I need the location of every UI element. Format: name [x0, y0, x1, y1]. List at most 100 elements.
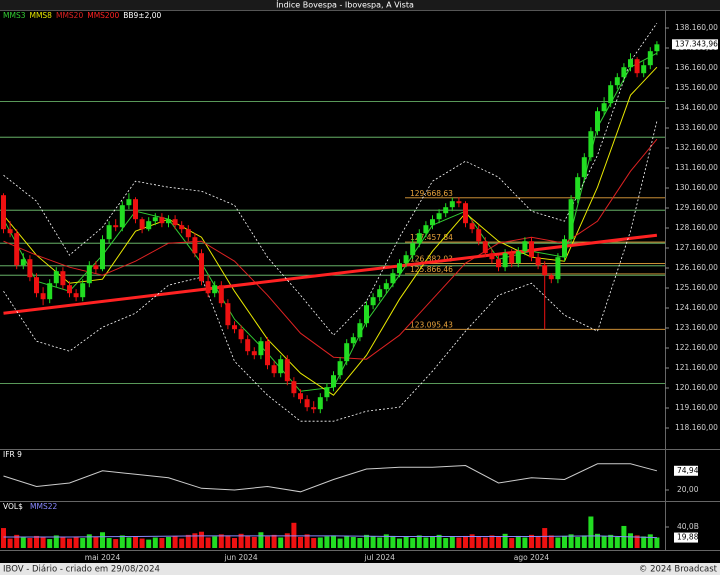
y-tick-label: 134.160,00	[675, 103, 718, 112]
candle-body	[601, 103, 607, 112]
candle-body	[311, 407, 317, 410]
volume-bar	[595, 533, 600, 548]
volume-bar	[232, 538, 237, 548]
y-tick-label: 40,0B	[677, 522, 699, 531]
candle-body	[67, 285, 72, 294]
volume-bar	[403, 536, 409, 548]
last-value-label: 19,88	[677, 533, 699, 542]
level-label: 127.457,84	[410, 233, 453, 242]
candle-body	[390, 273, 396, 284]
volume-bar	[390, 535, 396, 548]
level-label: 126.382,03	[410, 255, 453, 264]
candle-body	[86, 265, 92, 284]
candle-body	[40, 293, 46, 300]
candle-body	[139, 219, 145, 230]
candle-body	[542, 265, 548, 276]
y-tick-label: 128.160,00	[675, 223, 718, 232]
volume-bar	[218, 534, 224, 548]
moving-average	[3, 66, 658, 396]
volume-bar	[304, 534, 310, 548]
candle-body	[14, 233, 20, 266]
x-tick-label: ago 2024	[514, 553, 550, 562]
panel-title: VOL$	[3, 502, 23, 511]
volume-bar	[159, 538, 165, 548]
candle-body	[291, 381, 297, 394]
candle-body	[436, 213, 442, 220]
candle-body	[370, 297, 376, 306]
volume-bar	[1, 528, 6, 548]
volume-bar	[423, 537, 429, 548]
candle-body	[27, 259, 33, 278]
volume-bar	[199, 531, 204, 548]
legend-entry: MMS20	[56, 11, 83, 20]
volume-bar	[238, 533, 244, 548]
candle-body	[515, 251, 521, 264]
volume-bar	[641, 536, 647, 548]
y-tick-label: 20,00	[677, 485, 699, 494]
volume-bar	[212, 536, 218, 548]
volume-bar	[192, 533, 198, 548]
candle-body	[331, 375, 336, 388]
candle-body	[562, 239, 567, 258]
candle-body	[1, 195, 6, 230]
volume-bar	[581, 535, 587, 548]
candle-body	[185, 229, 191, 238]
candle-body	[595, 111, 600, 132]
level-label: 123.095,43	[410, 320, 453, 329]
candle-body	[218, 285, 224, 304]
volume-bar	[515, 535, 521, 548]
x-tick-label: jun 2024	[224, 553, 258, 562]
candle-body	[535, 257, 541, 266]
volume-bar	[47, 539, 53, 548]
volume-bar	[245, 535, 251, 548]
candle-body	[119, 205, 125, 228]
volume-bar	[377, 537, 383, 548]
volume-bar	[548, 535, 554, 548]
y-tick-label: 122.160,00	[675, 343, 718, 352]
footer-bar	[0, 563, 720, 575]
candle-body	[317, 397, 323, 410]
volume-bar	[542, 528, 548, 548]
candle-body	[113, 225, 119, 228]
volume-bar	[357, 538, 363, 548]
candle-body	[548, 275, 554, 280]
candle-body	[634, 59, 640, 74]
volume-bar	[205, 537, 211, 548]
volume-bar	[258, 532, 264, 548]
volume-bar	[529, 534, 534, 548]
candle-body	[456, 201, 462, 204]
volume-bar	[100, 532, 105, 548]
candle-body	[575, 177, 581, 200]
volume-bar	[608, 534, 614, 548]
volume-bar	[364, 534, 369, 548]
volume-bar	[172, 535, 178, 548]
volume-bar	[522, 537, 528, 548]
y-tick-label: 133.160,00	[675, 123, 718, 132]
candle-body	[324, 387, 330, 398]
candle-body	[502, 253, 508, 268]
y-tick-label: 136.160,00	[675, 63, 718, 72]
candle-body	[298, 393, 303, 400]
bollinger-band	[3, 121, 658, 422]
candle-body	[496, 259, 501, 268]
y-tick-label: 130.160,00	[675, 183, 718, 192]
candle-body	[476, 229, 482, 242]
candle-body	[258, 341, 264, 356]
legend-entry: BB9±2,00	[123, 11, 161, 20]
candle-body	[509, 253, 515, 264]
volume-bar	[509, 538, 515, 548]
volume-bar	[575, 536, 581, 548]
y-tick-label: 124.160,00	[675, 303, 718, 312]
candle-body	[278, 359, 284, 374]
volume-bar	[535, 536, 541, 548]
candle-body	[463, 203, 468, 224]
y-tick-label: 120.160,00	[675, 383, 718, 392]
volume-bar	[298, 536, 303, 548]
last-value-box	[674, 465, 698, 476]
candle-body	[53, 271, 59, 284]
y-tick-label: 118.160,00	[675, 423, 718, 432]
legend-entry: MMS8	[29, 11, 52, 20]
candle-body	[245, 339, 251, 352]
volume-bar	[139, 538, 145, 548]
